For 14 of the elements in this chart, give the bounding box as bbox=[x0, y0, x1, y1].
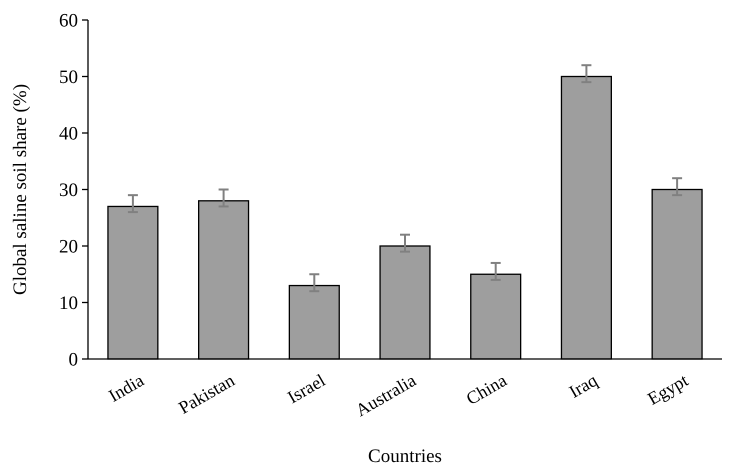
y-tick-label: 60 bbox=[59, 10, 78, 32]
x-tick-label: India bbox=[105, 370, 148, 406]
y-tick-label: 40 bbox=[59, 124, 78, 145]
x-tick-label: Egypt bbox=[644, 370, 692, 409]
y-tick-label: 20 bbox=[59, 236, 78, 258]
x-axis-title: Countries bbox=[368, 446, 442, 467]
y-tick-label: 30 bbox=[59, 180, 78, 202]
y-tick-label: 50 bbox=[59, 67, 78, 88]
y-tick-label: 0 bbox=[68, 350, 78, 371]
x-tick-label: China bbox=[462, 370, 510, 409]
x-tick-label: Iraq bbox=[566, 370, 601, 402]
y-tick-label: 10 bbox=[59, 293, 78, 314]
x-tick-label: Israel bbox=[284, 370, 329, 408]
y-axis-title: Global saline soil share (%) bbox=[10, 84, 31, 296]
